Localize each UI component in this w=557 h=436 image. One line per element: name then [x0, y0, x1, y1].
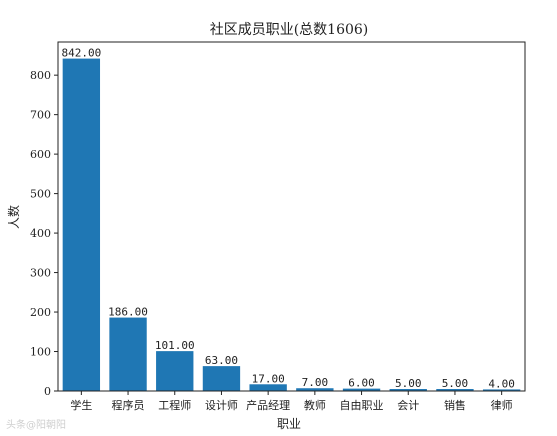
bar-value-label: 6.00 [348, 377, 375, 390]
x-tick-label: 销售 [444, 398, 466, 412]
bar-value-label: 842.00 [61, 47, 101, 60]
bar-value-label: 7.00 [302, 376, 329, 389]
bar-4 [249, 384, 287, 391]
bar-3 [202, 366, 241, 391]
x-tick-label: 自由职业 [340, 398, 384, 412]
y-tick-label: 800 [30, 69, 51, 82]
y-tick-label: 300 [30, 267, 51, 280]
x-tick-label: 工程师 [158, 399, 191, 412]
bar-value-label: 17.00 [252, 372, 285, 385]
chart-title: 社区成员职业(总数1606) [210, 22, 369, 38]
bar-9 [482, 389, 521, 391]
y-tick-label: 100 [30, 346, 51, 359]
x-tick-label: 律师 [491, 399, 513, 412]
bar-6 [342, 388, 381, 391]
x-tick-label: 教师 [304, 399, 326, 412]
bar-value-label: 5.00 [395, 377, 422, 390]
bar-value-label: 5.00 [442, 377, 469, 390]
watermark: 头条@阳朝阳 [6, 418, 66, 431]
x-tick-label: 会计 [397, 399, 419, 412]
axes-frame [57, 41, 526, 392]
bar-7 [389, 389, 427, 391]
bar-8 [436, 389, 474, 391]
y-tick-label: 500 [30, 188, 51, 201]
x-tick-label: 设计师 [205, 399, 238, 412]
x-tick-label: 程序员 [112, 398, 145, 412]
x-axis-label: 职业 [277, 417, 301, 431]
bar-value-label: 101.00 [155, 339, 195, 352]
y-tick-label: 600 [30, 148, 51, 161]
y-tick-label: 0 [44, 385, 51, 398]
bar-0 [62, 58, 101, 391]
bar-value-label: 186.00 [108, 306, 148, 319]
bar-value-label: 4.00 [488, 377, 515, 390]
plot-area: 842.00 学生 186.00 程序员 101.00 工程师 63.00 设计师 17.00 产… [30, 41, 526, 412]
y-tick-label: 400 [30, 227, 51, 240]
x-tick-label: 产品经理 [246, 398, 290, 412]
bar-value-label: 63.00 [205, 354, 238, 367]
bar-1 [109, 317, 147, 391]
x-tick-label: 学生 [70, 398, 92, 412]
y-tick-label: 200 [30, 306, 51, 319]
bar-2 [156, 351, 194, 391]
bar-5 [296, 388, 334, 391]
y-tick-label: 700 [30, 109, 51, 122]
y-axis-label: 人数 [6, 205, 21, 229]
